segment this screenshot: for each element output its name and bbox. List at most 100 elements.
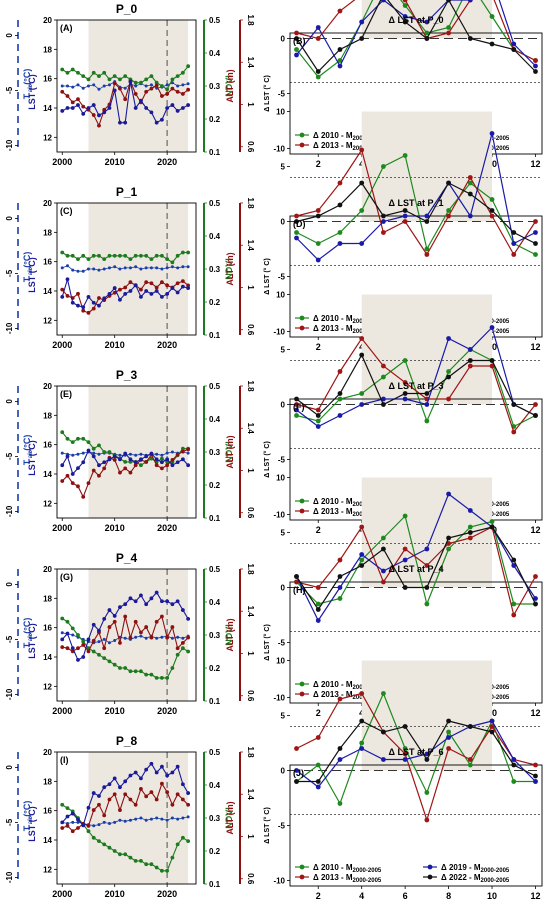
alt-series-point [81, 308, 86, 313]
series-2019-point [402, 396, 408, 402]
ndvi-series-point [123, 74, 128, 78]
tair-tick-label: -10 [5, 871, 14, 883]
tair-series-point [176, 817, 180, 821]
lst-series-point [180, 106, 185, 110]
alt-series-point [107, 625, 112, 629]
lst-series-point [86, 448, 91, 453]
ndvi-series-point [70, 440, 75, 444]
lst-series-point [102, 460, 107, 465]
panel-title: P_3 [116, 368, 138, 382]
series-2010-point [511, 601, 517, 607]
tair-series-point [102, 84, 106, 88]
alt-series-point [175, 792, 180, 797]
ndvi-series-point [97, 253, 101, 258]
legend-swatch-point [299, 864, 305, 870]
ndvi-series-point [186, 649, 191, 654]
tair-tick-label: -10 [5, 139, 14, 151]
tair-series-point [134, 453, 138, 457]
plot-frame [56, 568, 197, 702]
tair-series-point [149, 817, 153, 821]
series-2010-point [446, 729, 451, 735]
series-2019-point [402, 757, 408, 762]
series-2019-point [315, 618, 321, 623]
tair-series-point [76, 83, 80, 87]
tair-series-point [155, 452, 159, 456]
series-2010-point [381, 374, 386, 380]
series-2013-point [511, 252, 517, 257]
lst-series-point [81, 111, 86, 116]
series-2013-point [446, 746, 451, 751]
series-2013-point [337, 8, 343, 14]
alt-series-point [149, 86, 154, 91]
series-2022-point [315, 69, 321, 74]
tair-series-point [165, 83, 169, 87]
series-2022-point [489, 41, 495, 47]
tair-series-point [128, 818, 132, 822]
series-2013-point [511, 612, 517, 618]
lst-series-point [133, 106, 138, 110]
ndvi-series-point [149, 74, 154, 78]
tair-axis-label-sub: air [28, 84, 34, 94]
alt-series-point [81, 643, 86, 647]
lst-axis-label: LST (°C) [27, 257, 37, 293]
series-2022-point [533, 773, 538, 779]
tair-series-point [71, 453, 75, 457]
alt-series-point [81, 104, 86, 109]
panel-title: P_1 [116, 185, 138, 199]
ndvi-axis-label: NDVI [224, 807, 234, 829]
tair-series-point [76, 269, 80, 273]
series-2019-point [337, 757, 343, 762]
alt-series-point [91, 306, 96, 311]
lst-series-point [91, 622, 96, 627]
lst-series-point [180, 284, 185, 289]
alt-series-point [102, 813, 107, 818]
series-2010-point [294, 230, 299, 235]
series-2013-line [296, 525, 537, 617]
lst-tick-label: 12 [43, 682, 52, 691]
legend-swatch-point [299, 315, 305, 321]
plot-frame [56, 19, 197, 153]
ndvi-series-point [160, 84, 164, 88]
tair-tick-label: 0 [5, 216, 14, 221]
lst-axis-label: LST (°C) [27, 623, 37, 659]
alt-tick-label: 1.8 [246, 380, 255, 392]
lst-series-point [97, 794, 101, 798]
tair-series-point [160, 817, 164, 821]
alt-tick-label: 1.4 [246, 606, 255, 618]
lst-series-point [170, 103, 175, 107]
tair-series-point [86, 84, 90, 88]
series-2013-point [294, 213, 299, 219]
tair-series-point [81, 269, 85, 273]
series-2013-line [296, 148, 536, 256]
series-2019-point [424, 751, 430, 757]
x-tick-label: 2020 [157, 340, 177, 350]
series-2022-point [337, 746, 343, 751]
series-2019-point [294, 768, 299, 773]
ndvi-series-point [128, 855, 133, 860]
alt-series-point [160, 614, 164, 619]
lst-series-point [123, 292, 128, 296]
plot-frame [56, 385, 197, 519]
ndvi-series-point [60, 430, 65, 435]
tair-axis-label-main: T [22, 459, 32, 465]
series-2019-point [467, 0, 473, 3]
tair-tick-label: 0 [5, 399, 14, 404]
lst-series-point [118, 605, 122, 610]
alt-series-point [118, 86, 122, 91]
lst-series-point [133, 283, 138, 288]
ndvi-series-point [86, 77, 91, 82]
series-2010-point [489, 197, 495, 202]
lst-series-point [123, 451, 128, 456]
series-2022-point [467, 191, 473, 197]
series-2013-point [533, 574, 538, 579]
alt-series-point [170, 86, 175, 91]
y-tick-label: 10 [276, 291, 285, 300]
series-2010-point [467, 524, 473, 530]
lst-series-point [81, 305, 86, 310]
lst-series-point [76, 658, 80, 662]
lst-tick-label: 18 [43, 411, 52, 420]
ndvi-tick-label: 0.5 [209, 199, 221, 208]
series-2013-point [359, 147, 365, 153]
series-2019-point [337, 413, 343, 418]
